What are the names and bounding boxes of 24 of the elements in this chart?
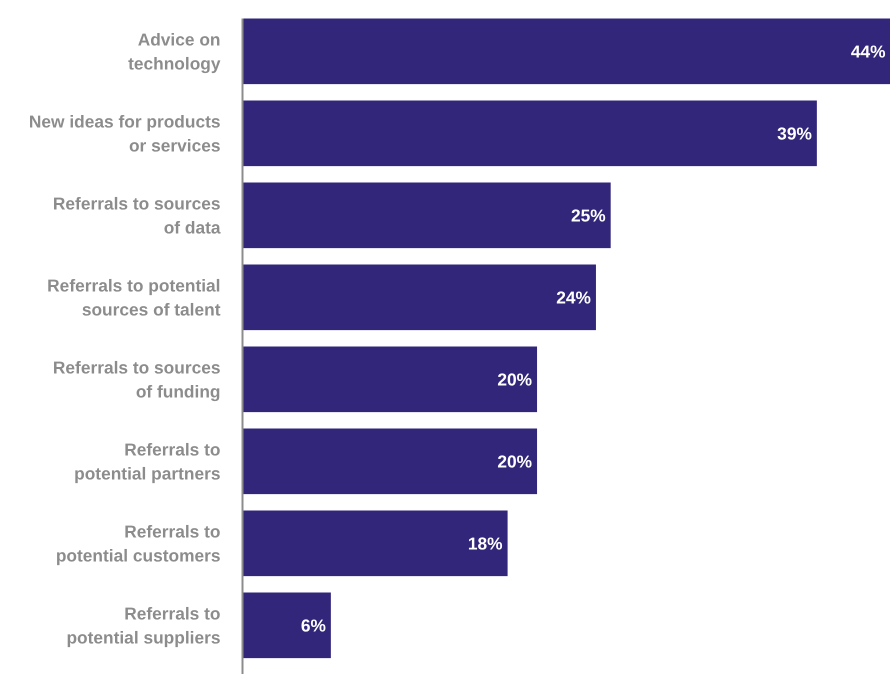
y-tick-label: Referrals to potential customers bbox=[56, 521, 221, 566]
y-tick-label: New ideas for products or services bbox=[28, 111, 221, 156]
data-label: 44% bbox=[850, 41, 886, 62]
y-tick-label: Referrals to sources of data bbox=[52, 193, 221, 238]
bar bbox=[242, 428, 538, 494]
data-label: 18% bbox=[468, 533, 503, 554]
data-label: 39% bbox=[777, 123, 812, 144]
y-tick-label: Referrals to sources of funding bbox=[52, 357, 221, 402]
data-label: 25% bbox=[571, 205, 606, 226]
y-tick-label: Referrals to potential suppliers bbox=[66, 603, 221, 648]
y-tick-label: Advice on technology bbox=[128, 29, 221, 74]
data-label: 20% bbox=[497, 451, 532, 472]
data-label: 6% bbox=[300, 615, 326, 636]
bar bbox=[242, 100, 817, 166]
bar bbox=[242, 264, 596, 330]
bar bbox=[242, 592, 331, 658]
data-label: 20% bbox=[497, 369, 532, 390]
y-tick-label: Referrals to potential sources of talent bbox=[47, 275, 221, 320]
y-tick-label: Referrals to potential partners bbox=[74, 439, 221, 484]
bar bbox=[242, 346, 538, 412]
bar bbox=[242, 510, 508, 576]
data-label: 24% bbox=[556, 287, 591, 308]
bar bbox=[242, 182, 611, 248]
bar bbox=[242, 18, 890, 84]
